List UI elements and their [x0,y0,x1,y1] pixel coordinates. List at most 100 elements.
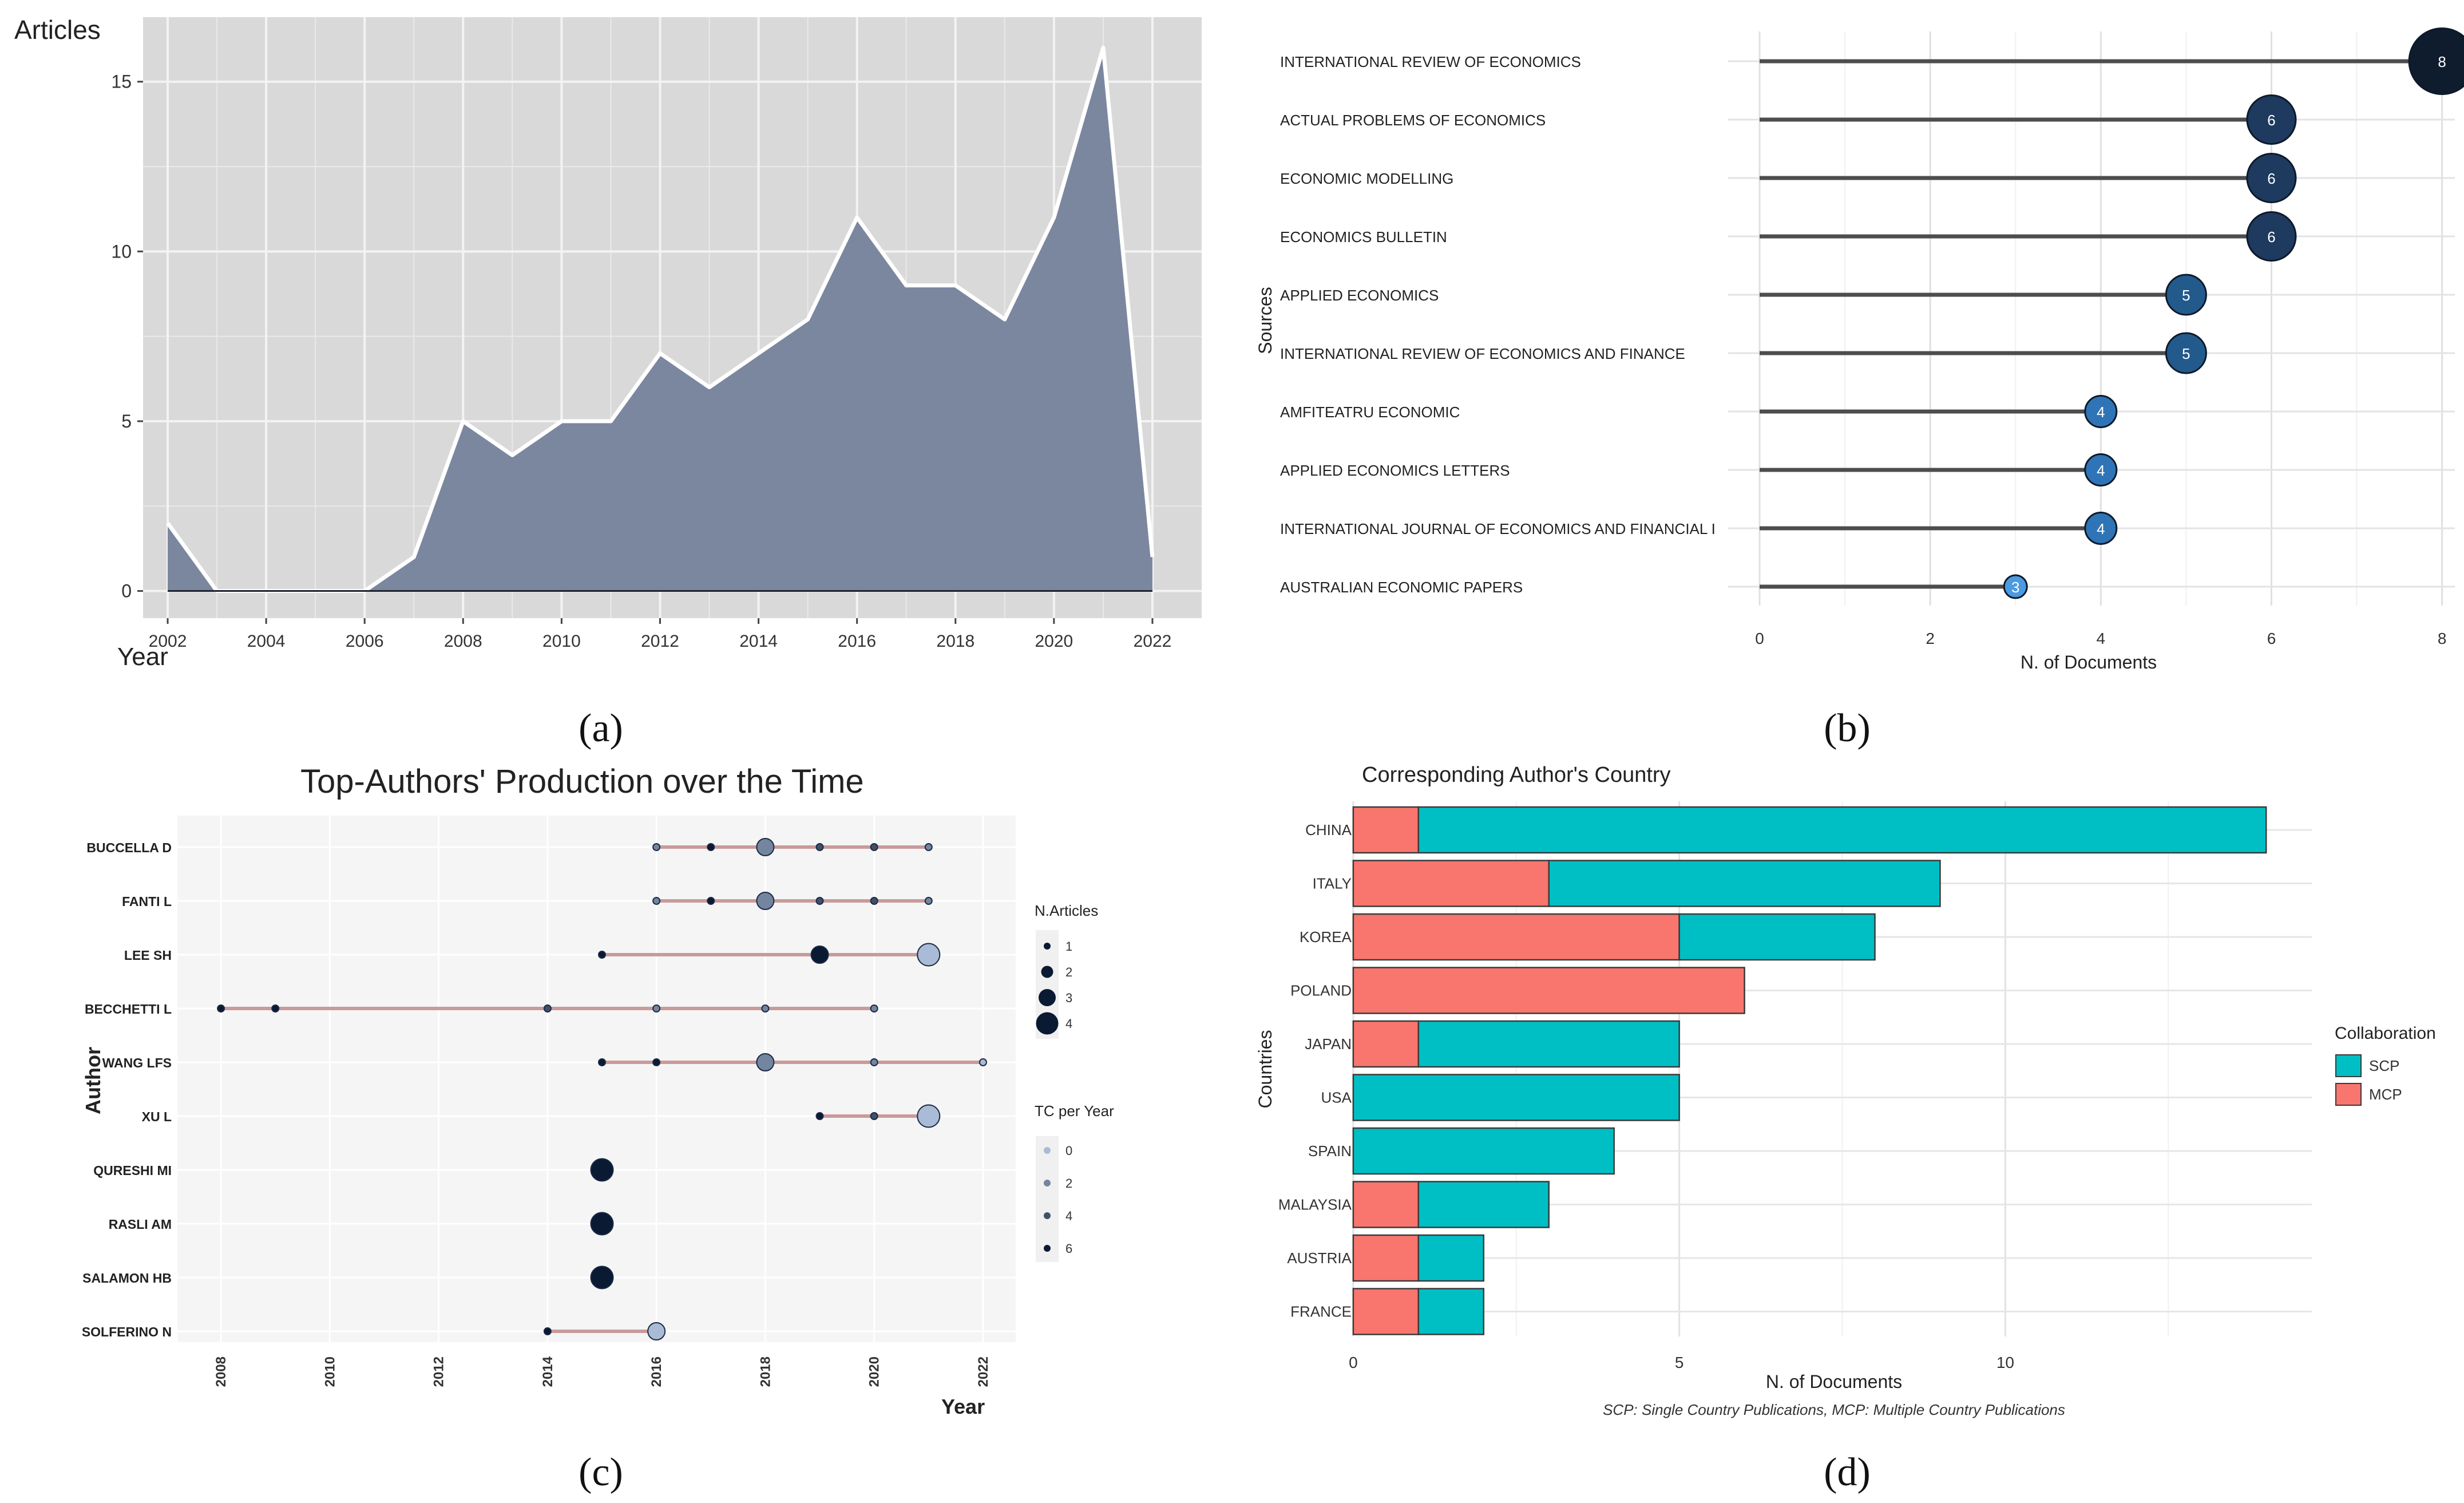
country-label: SPAIN [1308,1142,1352,1160]
country-label: JAPAN [1305,1035,1352,1053]
legend-color-label: 4 [1065,1209,1072,1223]
author-point [590,1212,614,1236]
panel-c-plot-background [177,816,1016,1342]
country-label: POLAND [1290,982,1352,999]
legend-color-label: 2 [1065,1176,1072,1190]
author-point [590,1265,614,1290]
author-point [979,1058,987,1066]
lollipop-value-label: 5 [2182,287,2190,304]
panel-d-axes: 0 5 10 [1349,1354,2014,1371]
lollipop-point [2408,27,2464,95]
x-tick-label: 2008 [444,632,482,651]
x-tick-label: 4 [2097,630,2106,647]
data-point-2018 [955,285,956,286]
legend-size-key [1041,966,1053,978]
bar-segment-scp [1678,913,1876,961]
x-tick-label: 2020 [1035,632,1073,651]
panel-b-y-axis-title: Sources [1255,287,1275,354]
y-tick-label: 5 [121,411,132,432]
legend-color-label: 6 [1065,1241,1072,1256]
x-tick-label: 2018 [936,632,974,651]
author-point [917,1104,941,1128]
y-tick-label: 0 [121,581,132,602]
y-tick-label: 10 [111,241,132,262]
author-point [707,897,715,905]
bar-segment-mcp [1352,967,1745,1014]
source-label: AMFITEATRU ECONOMIC [1280,404,1460,421]
lollipop-point [2084,453,2118,487]
panel-a-y-axis-title: Articles [14,15,101,45]
panel-label-d: (d) [1824,1450,1871,1494]
lollipop-point [2084,395,2118,428]
author-label: BUCCELLA D [86,840,172,855]
author-point [707,843,715,851]
author-point [271,1004,280,1012]
source-label: ECONOMIC MODELLING [1280,170,1453,187]
panel-c-legend: N.Articles 1 2 3 4 TC per Year 0 2 4 6 [1035,902,1114,1262]
x-tick-label: 5 [1675,1354,1684,1371]
bar-segment-scp [1417,1181,1550,1228]
panel-label-c: (c) [579,1450,623,1494]
lollipop-value-label: 5 [2182,345,2190,362]
author-label: SOLFERINO N [82,1324,172,1339]
legend-size-label: 3 [1065,991,1072,1005]
source-label: ACTUAL PROBLEMS OF ECONOMICS [1280,112,1546,129]
author-point [756,1053,775,1071]
data-point-2014 [758,353,759,354]
country-label: FRANCE [1290,1303,1352,1320]
x-tick-label: 0 [1349,1354,1358,1371]
legend-color-label: 0 [1065,1144,1072,1158]
lollipop-value-label: 8 [2438,53,2446,70]
source-label: INTERNATIONAL REVIEW OF ECONOMICS [1280,53,1581,70]
author-point [815,843,824,851]
lollipop-point [2084,512,2118,545]
source-label: ECONOMICS BULLETIN [1280,228,1447,246]
source-label: APPLIED ECONOMICS [1280,287,1439,304]
legend-key-mcp [2335,1083,2362,1106]
author-point [870,1004,878,1012]
panel-a-x-axis-title: Year [117,643,168,671]
lollipop-point [2246,211,2297,262]
bar-segment-scp [1417,1020,1680,1068]
author-label: QURESHI MI [93,1163,172,1178]
panel-c-timelines: BUCCELLA D FANTI L LEE SH BECCHETTI L WANG L… [82,838,987,1340]
bar-segment-scp [1352,1074,1680,1121]
panel-c-top-authors-production: BUCCELLA D FANTI L LEE SH BECCHETTI L WANG L… [81,763,1114,1418]
legend-color-background [1036,1136,1059,1262]
author-point [543,1327,552,1335]
author-label: XU L [142,1109,172,1124]
data-point-2020 [1053,217,1055,218]
country-label: USA [1321,1089,1352,1106]
country-label: MALAYSIA [1278,1196,1352,1213]
author-point [870,1112,878,1120]
panel-label-b: (b) [1824,706,1871,750]
legend-label-mcp: MCP [2369,1086,2402,1103]
panel-c-title: Top-Authors' Production over the Time [300,763,864,800]
x-tick-label: 0 [1755,630,1764,647]
author-point [810,946,829,964]
x-tick-label: 2016 [649,1356,664,1387]
legend-key-scp [2335,1054,2362,1077]
author-point [761,1004,770,1012]
author-label: RASLI AM [109,1217,172,1232]
panel-a-axes: 2002 2004 2006 2008 2010 2012 2014 2016 2018 2020… [111,72,1171,651]
country-label: AUSTRIA [1287,1249,1352,1267]
source-label: AUSTRALIAN ECONOMIC PAPERS [1280,579,1523,596]
author-label: BECCHETTI L [85,1002,172,1016]
bar-segment-scp [1417,1234,1485,1282]
author-point [870,1058,878,1066]
x-tick-label: 2012 [641,632,679,651]
country-label: KOREA [1300,928,1352,946]
legend-size-key [1036,1012,1059,1035]
panel-d-corresponding-author-country: CHINA ITALY KOREA POLAND JAPAN USA SPAIN MALAYS… [1255,763,2436,1418]
lollipop-value-label: 4 [2097,520,2105,537]
author-label: LEE SH [124,948,172,963]
x-tick-label: 6 [2267,630,2276,647]
country-label: CHINA [1305,821,1352,838]
x-tick-label: 2 [1926,630,1935,647]
panel-c-gridlines [177,816,1016,1342]
author-label: FANTI L [122,894,172,909]
legend-color-key [1044,1245,1051,1252]
x-tick-label: 2008 [213,1356,229,1387]
source-label: INTERNATIONAL JOURNAL OF ECONOMICS AND F… [1280,520,1716,537]
